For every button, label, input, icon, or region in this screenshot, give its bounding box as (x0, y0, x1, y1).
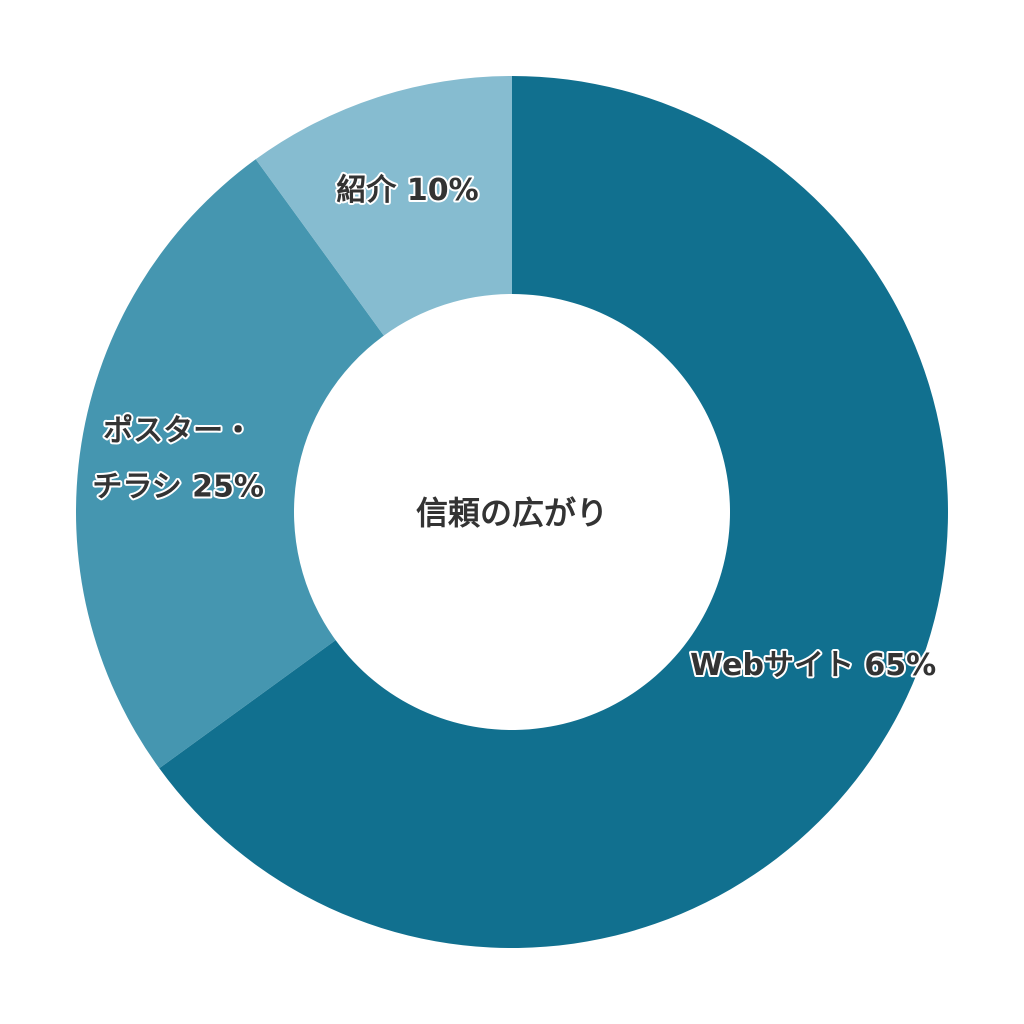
center-label: 信頼の広がり (416, 494, 608, 532)
slice-labels: Webサイト 65% ポスター・チラシ 25% 紹介 10% (90, 171, 938, 685)
slice-label-line: ポスター・ (103, 414, 253, 449)
slice-2 (255, 75, 512, 336)
donut-slices (75, 75, 949, 949)
slice-1 (75, 159, 384, 769)
slice-label-line: Webサイト 65% (690, 648, 936, 683)
slice-label-0: Webサイト 65% (690, 648, 936, 683)
slice-label-line: 紹介 10% (336, 173, 478, 208)
slice-0 (159, 76, 949, 949)
slice-label-1: ポスター・チラシ 25% (92, 414, 264, 505)
slice-label-line: チラシ 25% (92, 470, 264, 505)
slice-label-2: 紹介 10% (336, 173, 478, 208)
